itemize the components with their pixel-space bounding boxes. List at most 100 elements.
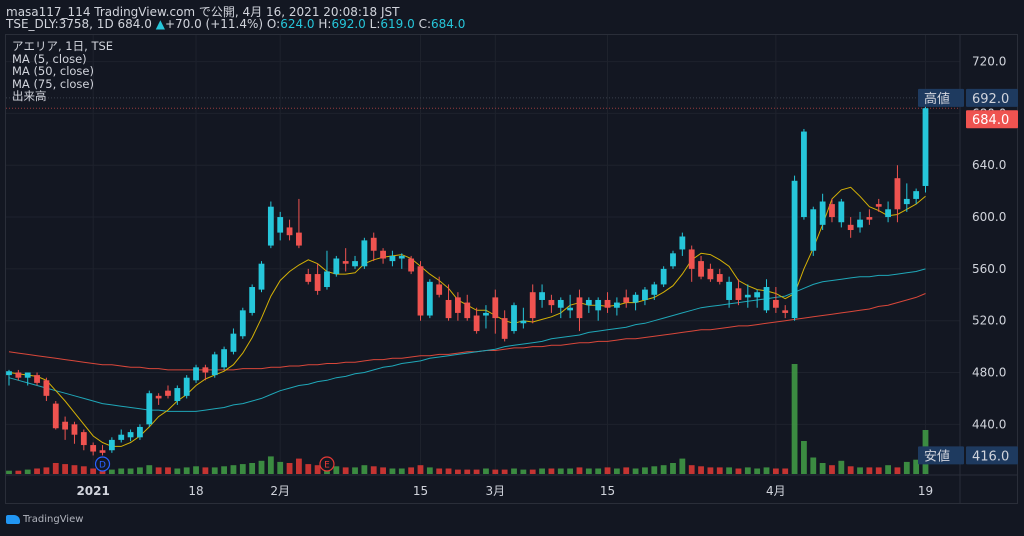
high-value: 692.0 [331, 17, 366, 31]
volume-bar [660, 465, 667, 474]
volume-bar [875, 467, 882, 474]
x-tick-label: 18 [188, 484, 203, 498]
volume-bar [511, 468, 517, 474]
legend-ma75[interactable]: MA (75, close) [12, 76, 94, 91]
volume-bar [913, 459, 920, 474]
candle-body [211, 354, 218, 376]
tradingview-logo[interactable]: TradingView [6, 514, 83, 525]
candle-body [726, 281, 733, 300]
candle-body [660, 268, 667, 285]
volume-bar [137, 467, 143, 474]
volume-bar [417, 465, 424, 474]
volume-bar [71, 465, 78, 474]
candle-body [417, 266, 424, 316]
last-price-box [966, 110, 1018, 129]
candle-body [436, 284, 443, 295]
candle-body [15, 372, 22, 378]
legend-volume[interactable]: 出来高 [12, 89, 47, 104]
candle-body [473, 315, 480, 332]
volume-bar [221, 466, 227, 474]
volume-bar [267, 456, 274, 474]
volume-bar [277, 461, 284, 474]
candle-body [24, 372, 31, 378]
volume-bar [585, 468, 592, 474]
volume-bar [426, 467, 433, 474]
volume-bar [398, 468, 405, 474]
candle-body [108, 439, 115, 451]
volume-bar [370, 466, 377, 474]
candle-body [857, 219, 863, 228]
candle-body [595, 299, 602, 311]
candle-body [267, 206, 274, 246]
low-label-box [918, 446, 964, 465]
volume-bar [230, 465, 237, 474]
volume-bar [716, 467, 723, 474]
ma50-line [8, 268, 926, 412]
volume-bar [894, 467, 901, 474]
y-tick-label: 720.0 [972, 55, 1006, 69]
symbol-label: TSE_DLY:3758, 1D [6, 17, 114, 31]
candle-body [716, 274, 723, 282]
candle-body [426, 281, 433, 316]
candle-body [670, 253, 676, 267]
candle-body [34, 375, 40, 383]
volume-bar [314, 465, 321, 474]
volume-bar [24, 469, 31, 474]
dividend-marker-icon[interactable] [94, 456, 111, 472]
volume-bar [557, 468, 564, 474]
volume-bar [258, 460, 265, 474]
x-tick-label: 15 [600, 484, 615, 498]
candle-body [801, 131, 807, 218]
candle-body [155, 395, 162, 399]
candle-body [90, 445, 97, 452]
low-price-text: 416.0 [972, 449, 1009, 464]
volume-bar [857, 467, 863, 474]
open-label: O: [266, 17, 281, 31]
y-tick-label: 440.0 [972, 417, 1006, 431]
volume-bar [772, 468, 779, 474]
candle-body [193, 367, 199, 381]
volume-bar [454, 469, 461, 474]
earnings-marker-icon[interactable] [319, 456, 335, 472]
volume-bar [632, 468, 639, 474]
volume-bar [380, 467, 386, 474]
chart-frame[interactable] [5, 34, 1018, 504]
candle-body [398, 255, 405, 259]
candle-body [585, 299, 592, 306]
candle-body [80, 432, 87, 446]
candle-body [791, 180, 798, 319]
last-price: 684.0 [117, 17, 152, 31]
legend-ma50[interactable]: MA (50, close) [12, 64, 94, 79]
candle-body [679, 236, 686, 250]
candle-body [314, 274, 321, 291]
candle-body [810, 209, 817, 251]
candle-body [763, 287, 770, 311]
legend-ma5[interactable]: MA (5, close) [12, 51, 87, 66]
volume-bar [296, 458, 302, 474]
candle-body [483, 312, 489, 316]
candle-body [71, 424, 78, 435]
volume-bar [651, 466, 658, 474]
volume-bar [333, 466, 340, 474]
candle-body [698, 261, 704, 277]
candle-body [389, 255, 396, 262]
candle-body [903, 198, 910, 205]
x-tick-label: 2021 [76, 484, 109, 498]
candle-body [576, 297, 583, 319]
low-value: 619.0 [380, 17, 415, 31]
candle-body [352, 261, 358, 267]
candle-body [847, 224, 854, 231]
volume-bar [43, 467, 50, 474]
volume-bar [211, 467, 218, 474]
candle-body [894, 178, 901, 210]
volume-bar [866, 467, 873, 474]
volume-bar [165, 467, 171, 474]
volume-bar [146, 465, 153, 474]
event-marker-text: D [99, 461, 106, 471]
candle-body [361, 240, 368, 267]
legend-symbol[interactable]: アエリア, 1日, TSE [12, 39, 114, 53]
volume-bar [726, 467, 733, 474]
x-tick-label: 4月 [766, 484, 786, 498]
x-tick-label: 2月 [270, 484, 290, 498]
